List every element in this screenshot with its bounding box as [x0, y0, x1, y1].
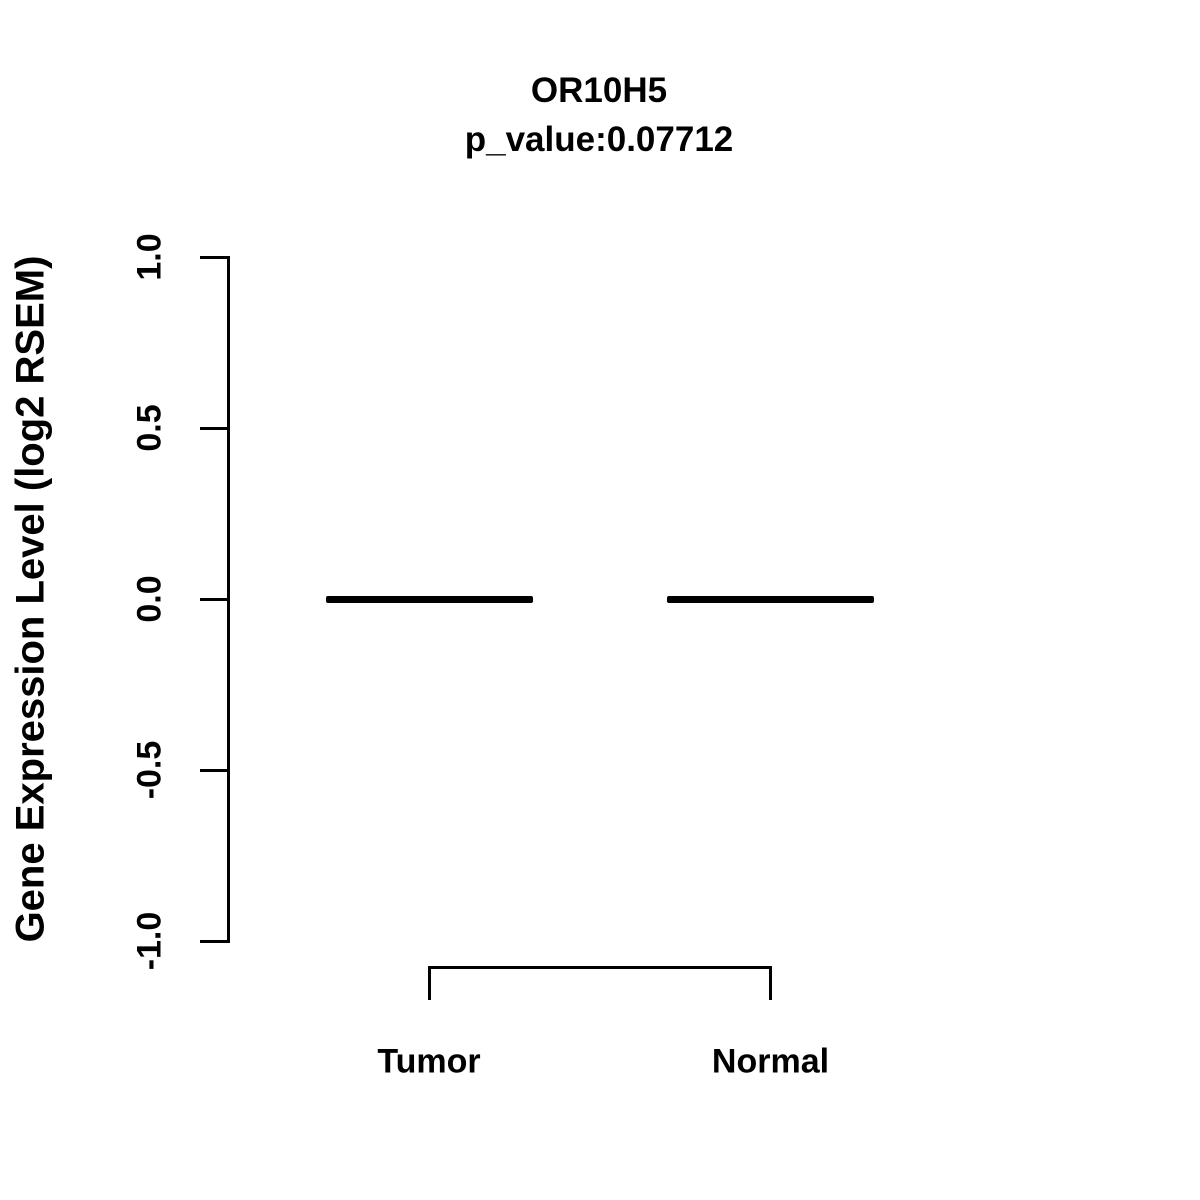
median-line-tumor — [325, 595, 533, 603]
y-axis-tick — [200, 939, 229, 943]
p-value-subtitle: p_value:0.07712 — [464, 120, 734, 159]
comparison-bracket-bar — [427, 965, 772, 969]
y-axis-tick — [200, 426, 229, 430]
y-axis-tick-label: 0.5 — [130, 404, 169, 452]
comparison-bracket-leg-right — [769, 967, 772, 1000]
chart-title-block: OR10H5 p_value:0.07712 — [0, 66, 1198, 164]
y-axis-label: Gene Expression Level (log2 RSEM) — [8, 255, 53, 943]
y-axis-tick-label: -1.0 — [130, 911, 169, 971]
x-axis-group-label-normal: Normal — [711, 1042, 830, 1081]
comparison-bracket-leg-left — [427, 967, 431, 1000]
y-axis-tick — [200, 768, 229, 772]
median-line-normal — [667, 595, 874, 603]
y-axis-tick-label: -0.5 — [130, 740, 169, 800]
y-axis-tick-label: 0.0 — [130, 575, 169, 623]
y-axis-tick-label: 1.0 — [130, 233, 169, 281]
y-axis-tick — [200, 597, 229, 601]
x-axis-group-label-tumor: Tumor — [377, 1042, 481, 1081]
gene-title: OR10H5 — [530, 71, 668, 110]
y-axis-tick — [200, 255, 229, 259]
